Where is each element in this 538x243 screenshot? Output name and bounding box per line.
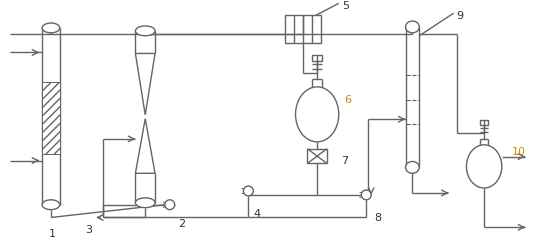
Polygon shape xyxy=(136,119,155,173)
Ellipse shape xyxy=(406,21,419,33)
Ellipse shape xyxy=(136,26,155,36)
Ellipse shape xyxy=(406,162,419,173)
Ellipse shape xyxy=(466,145,502,188)
Bar xyxy=(480,120,488,125)
Text: 4: 4 xyxy=(253,209,260,219)
Text: 2: 2 xyxy=(178,219,185,229)
Text: 10: 10 xyxy=(512,147,526,157)
Bar xyxy=(42,82,60,154)
Bar xyxy=(307,149,327,164)
Text: 1: 1 xyxy=(49,229,56,239)
Ellipse shape xyxy=(42,23,60,33)
Ellipse shape xyxy=(42,200,60,210)
Text: 5: 5 xyxy=(343,1,350,11)
Text: 6: 6 xyxy=(345,95,352,105)
Bar xyxy=(285,15,321,43)
Circle shape xyxy=(362,190,371,200)
Circle shape xyxy=(165,200,175,210)
Text: 3: 3 xyxy=(86,225,93,235)
Ellipse shape xyxy=(136,198,155,208)
Circle shape xyxy=(244,186,253,196)
Text: 9: 9 xyxy=(457,11,464,21)
Polygon shape xyxy=(136,53,155,115)
Text: 7: 7 xyxy=(341,156,348,166)
Text: 8: 8 xyxy=(374,213,381,223)
Bar xyxy=(312,55,322,61)
Ellipse shape xyxy=(295,87,339,142)
